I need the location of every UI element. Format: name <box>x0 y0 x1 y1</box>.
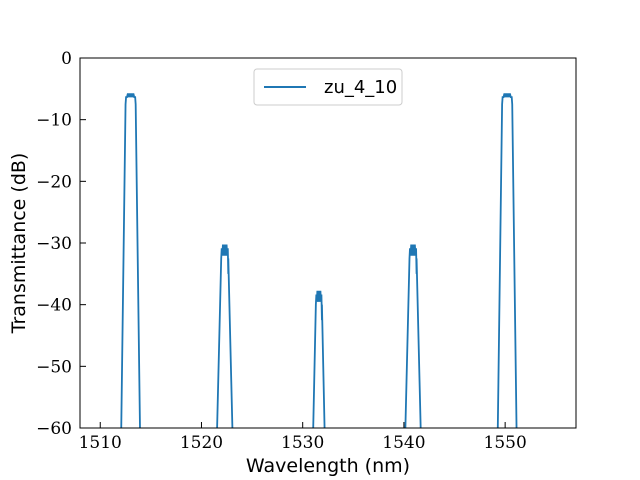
y-axis-label: Transmittance (dB) <box>8 153 30 335</box>
series-peak-3 <box>312 290 326 428</box>
series-peak-2 <box>216 244 234 428</box>
x-axis-ticks: 1510 1520 1530 1540 1550 <box>79 422 527 453</box>
x-tick-label: 1510 <box>79 433 122 453</box>
x-tick-label: 1520 <box>180 433 223 453</box>
y-tick-label: 0 <box>61 49 72 69</box>
y-tick-label: −30 <box>36 234 72 254</box>
y-tick-label: −20 <box>36 172 72 192</box>
y-tick-label: −60 <box>36 419 72 439</box>
legend-box <box>253 68 403 106</box>
series-peak-4 <box>404 244 422 428</box>
legend: zu_4_10 <box>253 68 403 106</box>
series-peak-1 <box>120 93 141 428</box>
y-tick-label: −40 <box>36 296 72 316</box>
x-tick-label: 1530 <box>281 433 324 453</box>
y-tick-label: −50 <box>36 357 72 377</box>
x-axis-label: Wavelength (nm) <box>246 455 410 477</box>
plot-lines <box>120 93 518 428</box>
y-tick-label: −10 <box>36 111 72 131</box>
legend-label-zu_4_10: zu_4_10 <box>324 77 397 98</box>
x-tick-label: 1540 <box>382 433 425 453</box>
series-peak-5 <box>496 93 518 428</box>
y-axis-ticks: 0 −10 −20 −30 −40 −50 −60 <box>36 49 86 439</box>
x-tick-label: 1550 <box>484 433 527 453</box>
